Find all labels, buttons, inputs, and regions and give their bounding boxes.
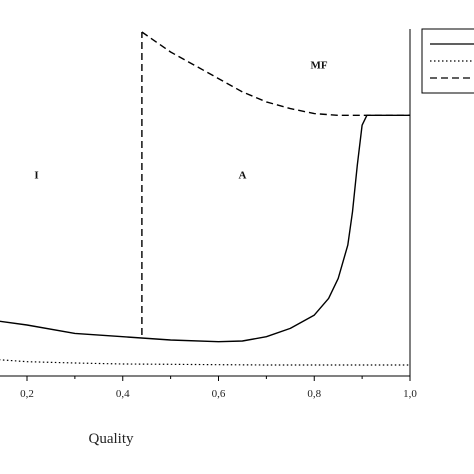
x-tick-label: 0,4 bbox=[116, 388, 130, 400]
series-line-dashed-2 bbox=[141, 31, 410, 116]
x-tick-label: 1,0 bbox=[403, 388, 417, 400]
x-tick-label: 0,6 bbox=[212, 388, 226, 400]
x-ticks: 0,2 0,4 0,6 0,8 1,0 bbox=[20, 376, 417, 400]
region-label-mf: MF bbox=[310, 60, 327, 72]
x-tick-label: 0,2 bbox=[20, 388, 34, 400]
x-axis-title: Quality bbox=[89, 431, 134, 447]
regions-layer: I A MF bbox=[34, 60, 327, 182]
x-tick-label: 0,8 bbox=[307, 388, 321, 400]
series-line-solid-0 bbox=[0, 114, 410, 343]
region-label-a: A bbox=[238, 170, 246, 182]
region-label-i: I bbox=[34, 170, 38, 182]
legend bbox=[421, 28, 474, 94]
series-layer bbox=[0, 31, 410, 366]
series-line-dotted-1 bbox=[0, 359, 410, 366]
plot-frame bbox=[0, 29, 411, 377]
